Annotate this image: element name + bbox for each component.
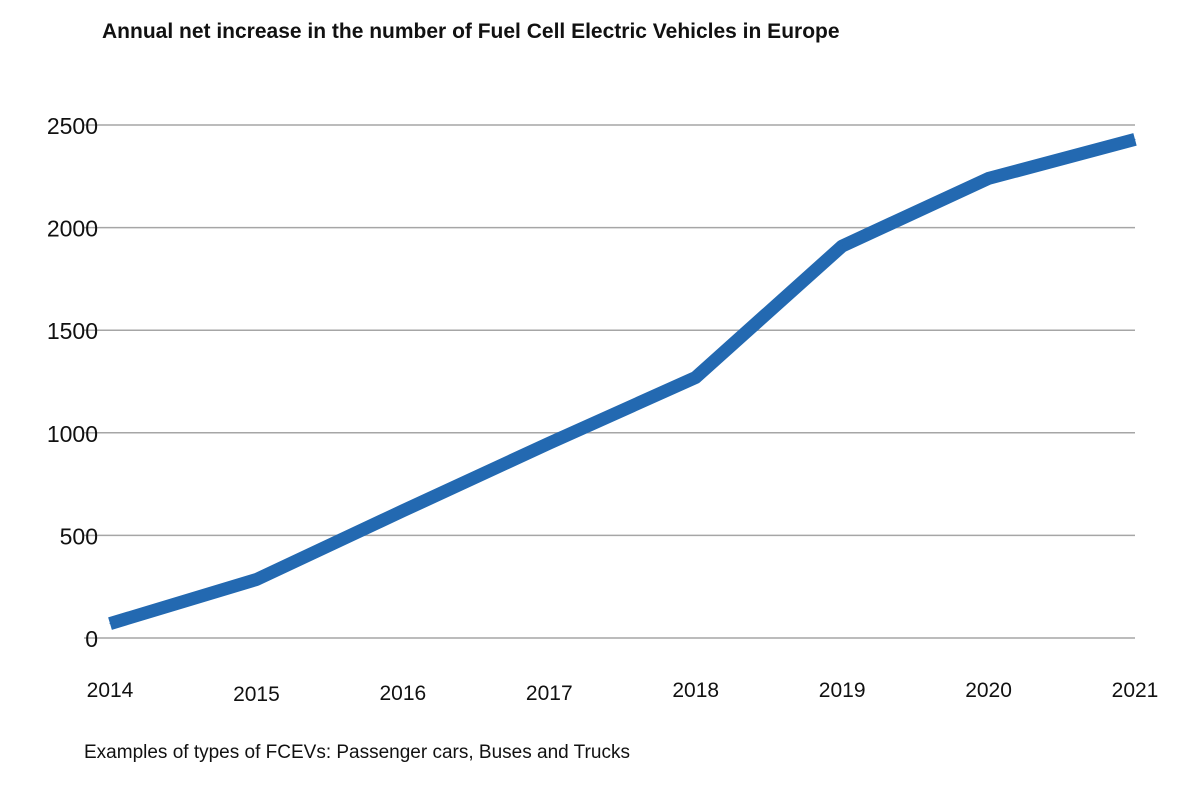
x-tick-label: 2018 [672,679,719,702]
x-tick-label: 2020 [965,679,1012,702]
data-point-2019 [841,245,843,247]
data-point-2018 [695,376,697,378]
series-layer [108,133,1137,630]
y-tick-label: 500 [60,523,98,549]
series-line [108,133,1137,630]
y-tick-label: 1000 [47,421,98,447]
x-tick-label: 2017 [526,682,573,705]
gridlines [84,124,1135,639]
data-point-2017 [548,442,550,444]
data-point-2016 [402,510,404,512]
y-tick-label: 1500 [47,318,98,344]
x-tick-label: 2021 [1112,679,1159,702]
data-point-2014 [109,623,111,625]
x-axis-ticks: 2014 2015 2016 2017 2018 2019 2020 2021 [87,679,1159,706]
footnote: Examples of types of FCEVs: Passenger ca… [84,742,630,763]
x-tick-label: 2019 [819,679,866,702]
y-axis-ticks: 0 500 1000 1500 2000 2500 [47,113,98,652]
y-tick-label: 2000 [47,216,98,242]
y-tick-label: 0 [85,626,98,652]
x-tick-label: 2016 [379,682,426,705]
chart-title: Annual net increase in the number of Fue… [102,20,840,43]
x-tick-label: 2015 [233,683,280,706]
x-tick-label: 2014 [87,679,134,702]
data-point-2015 [255,579,257,581]
data-point-2020 [988,177,990,179]
y-tick-label: 2500 [47,113,98,139]
data-point-2021 [1134,138,1136,140]
